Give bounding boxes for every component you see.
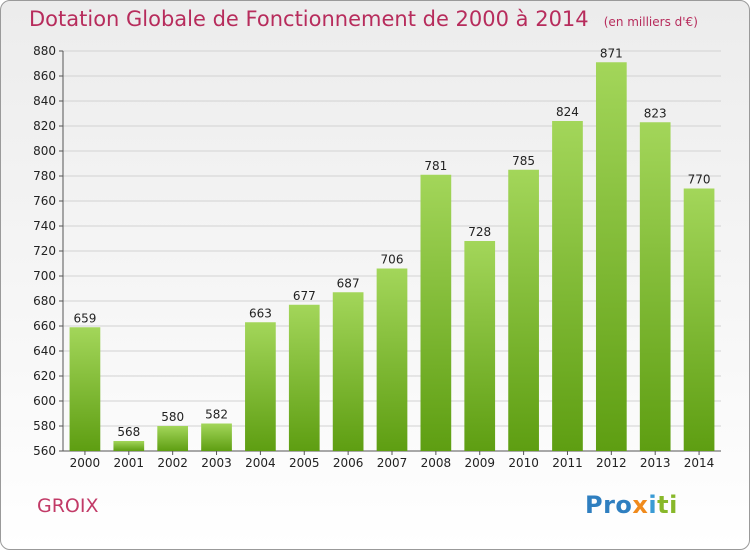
y-tick-label: 860 xyxy=(33,69,56,83)
x-tick-label: 2002 xyxy=(157,456,188,470)
y-tick-label: 780 xyxy=(33,169,56,183)
data-label: 568 xyxy=(117,425,140,439)
bar-2002 xyxy=(157,426,189,451)
y-tick-label: 560 xyxy=(33,444,56,458)
data-label: 770 xyxy=(688,173,711,187)
logo-part-4: ti xyxy=(657,491,678,519)
y-tick-label: 640 xyxy=(33,344,56,358)
commune-name: GROIX xyxy=(37,495,99,517)
bar-2005 xyxy=(288,304,320,451)
data-label: 663 xyxy=(249,306,272,320)
x-tick-label: 2003 xyxy=(201,456,232,470)
bar-layer xyxy=(69,62,715,451)
data-label: 582 xyxy=(205,408,228,422)
data-label: 824 xyxy=(556,105,579,119)
logo-part-2: x xyxy=(632,491,649,519)
x-tick-label: 2000 xyxy=(70,456,101,470)
y-tick-label: 800 xyxy=(33,144,56,158)
x-tick-label: 2013 xyxy=(640,456,671,470)
bar-2014 xyxy=(683,188,715,451)
x-tick-label: 2007 xyxy=(377,456,408,470)
data-label: 781 xyxy=(424,159,447,173)
data-label: 706 xyxy=(381,253,404,267)
label-layer: 659 568 580 582 663 677 687 706 781 728 785 824 871 8… xyxy=(73,46,710,439)
bar-2008 xyxy=(420,174,452,451)
data-label: 823 xyxy=(644,106,667,120)
bar-2000 xyxy=(69,327,101,451)
y-tick-label: 720 xyxy=(33,244,56,258)
data-label: 580 xyxy=(161,410,184,424)
data-label: 785 xyxy=(512,154,535,168)
y-tick-label: 680 xyxy=(33,294,56,308)
y-tick-label: 840 xyxy=(33,94,56,108)
y-tick-label: 760 xyxy=(33,194,56,208)
y-tick-label: 580 xyxy=(33,419,56,433)
bar-2009 xyxy=(464,241,496,451)
y-tick-label: 880 xyxy=(33,44,56,58)
title-row: Dotation Globale de Fonctionnement de 20… xyxy=(29,7,698,31)
bar-2010 xyxy=(508,169,539,451)
y-tick-label: 600 xyxy=(33,394,56,408)
bar-2011 xyxy=(552,121,583,451)
bar-2012 xyxy=(595,62,627,451)
y-tick-label: 620 xyxy=(33,369,56,383)
data-label: 871 xyxy=(600,46,623,60)
x-tick-label: 2001 xyxy=(114,456,145,470)
bar-2001 xyxy=(113,441,145,451)
proxiti-logo: Proxiti xyxy=(585,491,678,519)
bar-2004 xyxy=(245,322,276,451)
x-tick-label: 2009 xyxy=(464,456,495,470)
x-tick-label: 2011 xyxy=(552,456,583,470)
bar-2013 xyxy=(639,122,671,451)
data-label: 659 xyxy=(73,311,96,325)
bar-2007 xyxy=(376,268,408,451)
bar-2006 xyxy=(332,292,364,451)
chart-unit-note: (en milliers d'€) xyxy=(603,15,698,29)
logo-part-1: Pro xyxy=(585,491,633,519)
x-tick-label: 2014 xyxy=(684,456,715,470)
logo-part-3: i xyxy=(648,491,658,519)
y-tick-label: 660 xyxy=(33,319,56,333)
data-label: 687 xyxy=(337,276,360,290)
data-label: 728 xyxy=(468,225,491,239)
bar-2003 xyxy=(201,423,232,451)
x-tick-label: 2005 xyxy=(289,456,320,470)
x-tick-label: 2004 xyxy=(245,456,276,470)
x-tick-label: 2008 xyxy=(421,456,452,470)
x-tick-label: 2010 xyxy=(508,456,539,470)
data-label: 677 xyxy=(293,289,316,303)
y-tick-label: 700 xyxy=(33,269,56,283)
chart-title: Dotation Globale de Fonctionnement de 20… xyxy=(29,7,589,31)
y-tick-label: 740 xyxy=(33,219,56,233)
y-tick-label: 820 xyxy=(33,119,56,133)
x-tick-label: 2012 xyxy=(596,456,627,470)
x-tick-label: 2006 xyxy=(333,456,364,470)
